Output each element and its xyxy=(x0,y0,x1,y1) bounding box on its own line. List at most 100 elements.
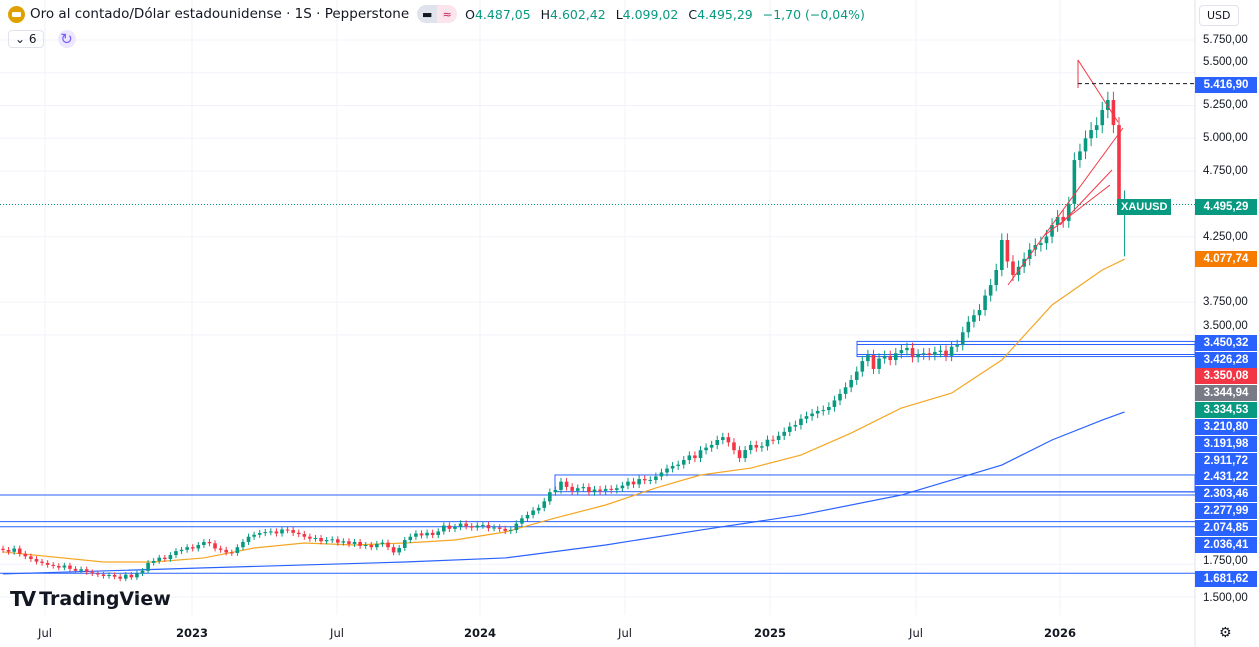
candle-body xyxy=(263,532,268,534)
symbol-title[interactable]: Oro al contado/Dólar estadounidense · 1S… xyxy=(30,6,410,22)
candle-body xyxy=(1089,130,1093,139)
current-symbol-label: XAUUSD xyxy=(1117,199,1172,215)
candle-body xyxy=(899,350,904,354)
candle-body xyxy=(363,544,368,546)
candle-body xyxy=(62,565,67,568)
candle-body xyxy=(960,332,965,346)
candle-body xyxy=(603,488,608,491)
candle-body xyxy=(285,529,290,531)
ohlc-values: O4.487,05 H4.602,42 L4.099,02 C4.495,29 … xyxy=(465,6,865,22)
candle-body xyxy=(257,533,262,535)
time-tick: Jul xyxy=(618,626,632,640)
price-label: 3.334,53 xyxy=(1195,402,1257,418)
candle-body xyxy=(548,492,552,502)
candle-body xyxy=(118,576,122,579)
candle-body xyxy=(481,525,485,527)
candle-body xyxy=(140,570,145,574)
price-tick: 4.250,00 xyxy=(1203,231,1248,243)
candle-body xyxy=(983,295,987,310)
candle-body xyxy=(542,501,547,508)
candle-body xyxy=(866,355,870,362)
candle-body xyxy=(1072,160,1077,204)
candle-body xyxy=(486,525,491,529)
price-tick: 3.750,00 xyxy=(1203,296,1248,308)
market-status[interactable]: ▬ ≈ xyxy=(417,5,458,23)
candle-body xyxy=(447,525,452,529)
candle-body xyxy=(810,413,814,417)
candle-body xyxy=(252,534,256,537)
currency-button[interactable]: USD xyxy=(1199,5,1239,26)
candle-body xyxy=(626,481,630,486)
candle-body xyxy=(352,541,357,544)
candle-body xyxy=(1,548,5,550)
candle-body xyxy=(408,536,413,540)
candle-body xyxy=(698,450,703,459)
candle-body xyxy=(888,355,893,361)
candle-body xyxy=(458,523,463,528)
candle-body xyxy=(1100,109,1105,126)
candle-body xyxy=(676,464,680,466)
candle-body xyxy=(157,557,162,561)
candle-body xyxy=(73,568,78,571)
candle-body xyxy=(815,410,820,414)
candle-body xyxy=(336,539,340,543)
refresh-icon[interactable]: ↻ xyxy=(57,30,76,48)
candle-body xyxy=(553,489,558,493)
candle-body xyxy=(782,431,786,436)
candle-body xyxy=(737,450,742,459)
candle-body xyxy=(497,527,502,529)
candle-body xyxy=(804,416,809,419)
candle-body xyxy=(905,347,909,351)
price-label: 3.450,32 xyxy=(1195,335,1257,351)
candle-body xyxy=(207,541,212,544)
price-tick: 5.750,00 xyxy=(1203,34,1248,46)
candle-body xyxy=(776,435,781,440)
candle-body xyxy=(921,353,926,355)
price-label: 3.350,08 xyxy=(1195,368,1257,384)
candle-body xyxy=(620,485,625,489)
indicators-toggle[interactable]: ⌄ 6 xyxy=(8,30,44,48)
indicator-row: ⌄ 6 ↻ xyxy=(8,30,76,48)
chevron-down-icon: ⌄ xyxy=(15,32,29,46)
candle-body xyxy=(296,532,301,535)
candle-body xyxy=(347,541,351,544)
candle-body xyxy=(436,531,441,536)
candle-body xyxy=(274,531,279,534)
candle-body xyxy=(369,544,374,548)
candle-body xyxy=(302,534,307,537)
candle-body xyxy=(246,536,251,542)
settings-gear-icon[interactable]: ⚙ xyxy=(1219,625,1232,641)
time-tick: 2025 xyxy=(753,626,787,640)
candle-body xyxy=(1000,239,1004,271)
candle-body xyxy=(854,371,859,380)
candle-body xyxy=(269,531,273,533)
candle-body xyxy=(90,572,95,574)
candle-body xyxy=(84,569,89,573)
candle-body xyxy=(430,532,435,536)
ma-slow-line xyxy=(2,411,1125,575)
candle-body xyxy=(57,565,61,568)
candle-body xyxy=(179,549,184,552)
candle-body xyxy=(687,455,692,461)
candle-body xyxy=(994,270,999,286)
candle-body xyxy=(135,573,139,578)
candle-body xyxy=(693,455,697,459)
candle-body xyxy=(659,472,664,477)
candle-body xyxy=(654,476,658,480)
candle-body xyxy=(821,410,826,412)
candle-body xyxy=(871,355,876,369)
candle-body xyxy=(1083,138,1088,152)
candle-body xyxy=(1011,261,1015,275)
candle-body xyxy=(68,565,72,569)
candle-body xyxy=(464,523,468,527)
high-value: 4.602,42 xyxy=(550,6,606,22)
candle-body xyxy=(123,574,128,579)
candle-body xyxy=(330,539,335,541)
candle-body xyxy=(977,309,982,316)
candle-body xyxy=(564,481,569,487)
candle-body xyxy=(453,527,457,529)
price-tick: 4.750,00 xyxy=(1203,165,1248,177)
candle-body xyxy=(1027,249,1032,259)
price-label: 2.431,22 xyxy=(1195,469,1257,485)
